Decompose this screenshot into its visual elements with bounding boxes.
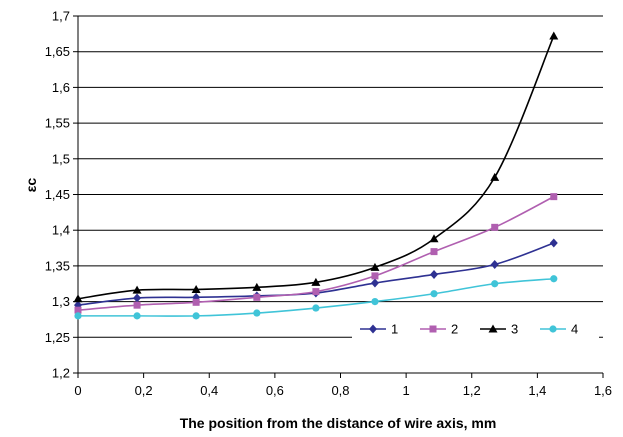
- x-tick-label: 1,4: [528, 383, 546, 398]
- data-point-series-4: [371, 298, 379, 306]
- legend-marker: [549, 325, 557, 333]
- data-point-series-3: [73, 294, 83, 303]
- data-point-series-2: [371, 272, 379, 280]
- x-tick-label: 1,2: [463, 383, 481, 398]
- y-tick-label: 1,4: [52, 223, 70, 238]
- data-point-series-2: [253, 293, 261, 301]
- y-tick-label: 1,6: [52, 80, 70, 95]
- x-tick-label: 0,6: [266, 383, 284, 398]
- data-point-series-4: [133, 312, 141, 320]
- data-point-series-1: [370, 278, 379, 288]
- data-point-series-2: [192, 298, 200, 306]
- data-point-series-4: [253, 309, 261, 317]
- data-point-series-1: [430, 269, 439, 279]
- y-tick-label: 1,25: [45, 330, 70, 345]
- legend-marker: [488, 324, 498, 333]
- x-axis-title: The position from the distance of wire a…: [180, 415, 497, 431]
- axes: 1,2 1,25 1,3 1,35 1,4 1,45 1,5 1,55 1,6 1,65 1,7 0 0…: [45, 9, 612, 399]
- data-point-series-2: [312, 288, 320, 296]
- legend: 1 2 3 4: [352, 316, 599, 342]
- y-axis-title: εc: [23, 178, 39, 193]
- legend-marker: [369, 324, 377, 334]
- x-tick-label: 0,4: [200, 383, 218, 398]
- y-tick-label: 1,3: [52, 294, 70, 309]
- data-point-series-2: [133, 301, 141, 309]
- legend-label: 2: [451, 322, 458, 337]
- x-tick-label: 1: [403, 383, 410, 398]
- x-tick-label: 0,2: [135, 383, 153, 398]
- data-point-series-1: [549, 238, 558, 248]
- data-point-series-2: [74, 306, 82, 314]
- y-tick-label: 1,35: [45, 258, 70, 273]
- legend-label: 1: [391, 322, 398, 337]
- y-tick-label: 1,55: [45, 116, 70, 131]
- data-point-series-3: [132, 285, 142, 294]
- legend-label: 4: [571, 322, 578, 337]
- x-tick-label: 0,8: [331, 383, 349, 398]
- data-point-series-3: [252, 282, 262, 291]
- x-tick-label: 0: [74, 383, 81, 398]
- y-tick-label: 1,5: [52, 151, 70, 166]
- data-point-series-4: [430, 290, 438, 298]
- data-point-series-1: [490, 259, 499, 269]
- data-point-series-4: [550, 275, 558, 283]
- data-point-series-1: [133, 293, 142, 303]
- data-point-series-3: [311, 277, 321, 286]
- data-point-series-2: [491, 223, 499, 231]
- data-point-series-4: [192, 312, 200, 320]
- data-point-series-3: [549, 31, 559, 40]
- data-point-series-3: [429, 234, 439, 243]
- data-point-series-2: [430, 248, 438, 256]
- y-tick-label: 1,2: [52, 366, 70, 381]
- y-tick-label: 1,65: [45, 44, 70, 59]
- gridlines: [78, 15, 603, 338]
- y-tick-label: 1,45: [45, 187, 70, 202]
- series-line-3: [77, 35, 555, 300]
- data-point-series-3: [191, 284, 201, 293]
- data-point-series-2: [550, 193, 558, 201]
- marker-layer: [73, 31, 559, 320]
- legend-marker: [429, 325, 437, 333]
- y-tick-label: 1,7: [52, 9, 70, 24]
- legend-label: 3: [511, 322, 518, 337]
- data-point-series-4: [74, 312, 82, 320]
- series-layer: [77, 35, 555, 317]
- data-point-series-4: [491, 280, 499, 288]
- x-tick-label: 1,6: [594, 383, 612, 398]
- data-point-series-3: [370, 262, 380, 271]
- data-point-series-3: [490, 172, 500, 181]
- data-point-series-4: [312, 304, 320, 312]
